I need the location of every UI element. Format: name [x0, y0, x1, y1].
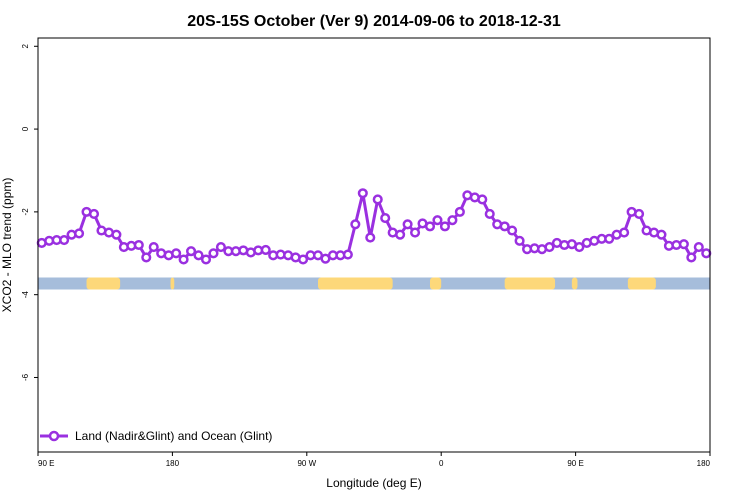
data-point [634, 208, 645, 219]
x-tick-label: 90 W [297, 459, 316, 468]
land-band-segment [504, 277, 556, 290]
data-point [454, 206, 465, 217]
y-tick-label: -4 [21, 291, 30, 299]
data-point [133, 239, 144, 251]
x-tick-label: 90 E [38, 459, 54, 468]
land-band-segment [170, 277, 175, 290]
x-tick-label: 180 [697, 459, 711, 468]
data-point [439, 221, 450, 232]
data-point [111, 229, 122, 240]
data-point [656, 229, 667, 240]
data-point [544, 242, 555, 253]
land-band-segment [571, 277, 578, 290]
data-point [208, 248, 219, 259]
data-point [171, 248, 182, 259]
y-tick-label: -2 [21, 208, 30, 216]
legend-label: Land (Nadir&Glint) and Ocean (Glint) [75, 429, 272, 443]
data-point [372, 194, 383, 205]
data-point [410, 227, 421, 238]
y-axis: -6 -4 -2 0 2 [21, 44, 38, 381]
data-point [74, 228, 85, 239]
data-point [424, 221, 436, 232]
data-point [574, 242, 585, 253]
legend: Land (Nadir&Glint) and Ocean (Glint) [40, 429, 272, 443]
data-point [215, 242, 226, 253]
data-point [447, 215, 458, 226]
data-point [686, 252, 697, 263]
data-point [432, 215, 443, 226]
legend-marker-swatch [48, 430, 60, 442]
land-band-segment [430, 277, 442, 290]
data-point [507, 225, 518, 236]
x-tick-label: 0 [439, 459, 444, 468]
plot-frame [37, 37, 711, 453]
data-point [484, 208, 495, 219]
data-point [678, 239, 689, 250]
data-point [514, 235, 525, 246]
land-band-segment [318, 277, 393, 290]
data-point [701, 248, 712, 259]
data-point [178, 254, 189, 265]
data-point [141, 252, 152, 263]
data-point [88, 208, 100, 219]
data-point [395, 229, 406, 240]
land-band-segment [86, 277, 121, 290]
data-point [693, 242, 704, 253]
data-point [402, 219, 413, 230]
series-layer [36, 188, 712, 265]
data-point [477, 194, 488, 205]
x-axis: 90 E 180 90 W 0 90 E 180 [37, 452, 711, 468]
x-tick-label: 180 [166, 459, 180, 468]
data-point [619, 227, 630, 238]
x-tick-label: 90 E [567, 459, 583, 468]
y-tick-label: 0 [21, 126, 30, 131]
land-band-segment [627, 277, 656, 290]
y-axis-label: XCO2 - MLO trend (ppm) [0, 178, 14, 313]
data-point [260, 244, 271, 256]
data-point [365, 232, 376, 243]
surface-band [38, 277, 710, 290]
data-point [350, 219, 361, 230]
data-point [298, 254, 309, 265]
data-point [604, 233, 615, 244]
series-line [41, 191, 708, 261]
data-point [499, 221, 510, 232]
chart-title: 20S-15S October (Ver 9) 2014-09-06 to 20… [187, 13, 561, 30]
data-point [342, 249, 353, 260]
data-point [186, 246, 197, 257]
data-point [148, 242, 159, 253]
y-tick-label: -6 [21, 373, 30, 381]
data-point [59, 234, 70, 246]
y-tick-label: 2 [21, 44, 30, 49]
data-point [193, 250, 204, 261]
data-point [357, 188, 368, 199]
x-axis-label: Longitude (deg E) [326, 476, 421, 490]
data-point [380, 213, 391, 224]
data-point [200, 254, 212, 265]
